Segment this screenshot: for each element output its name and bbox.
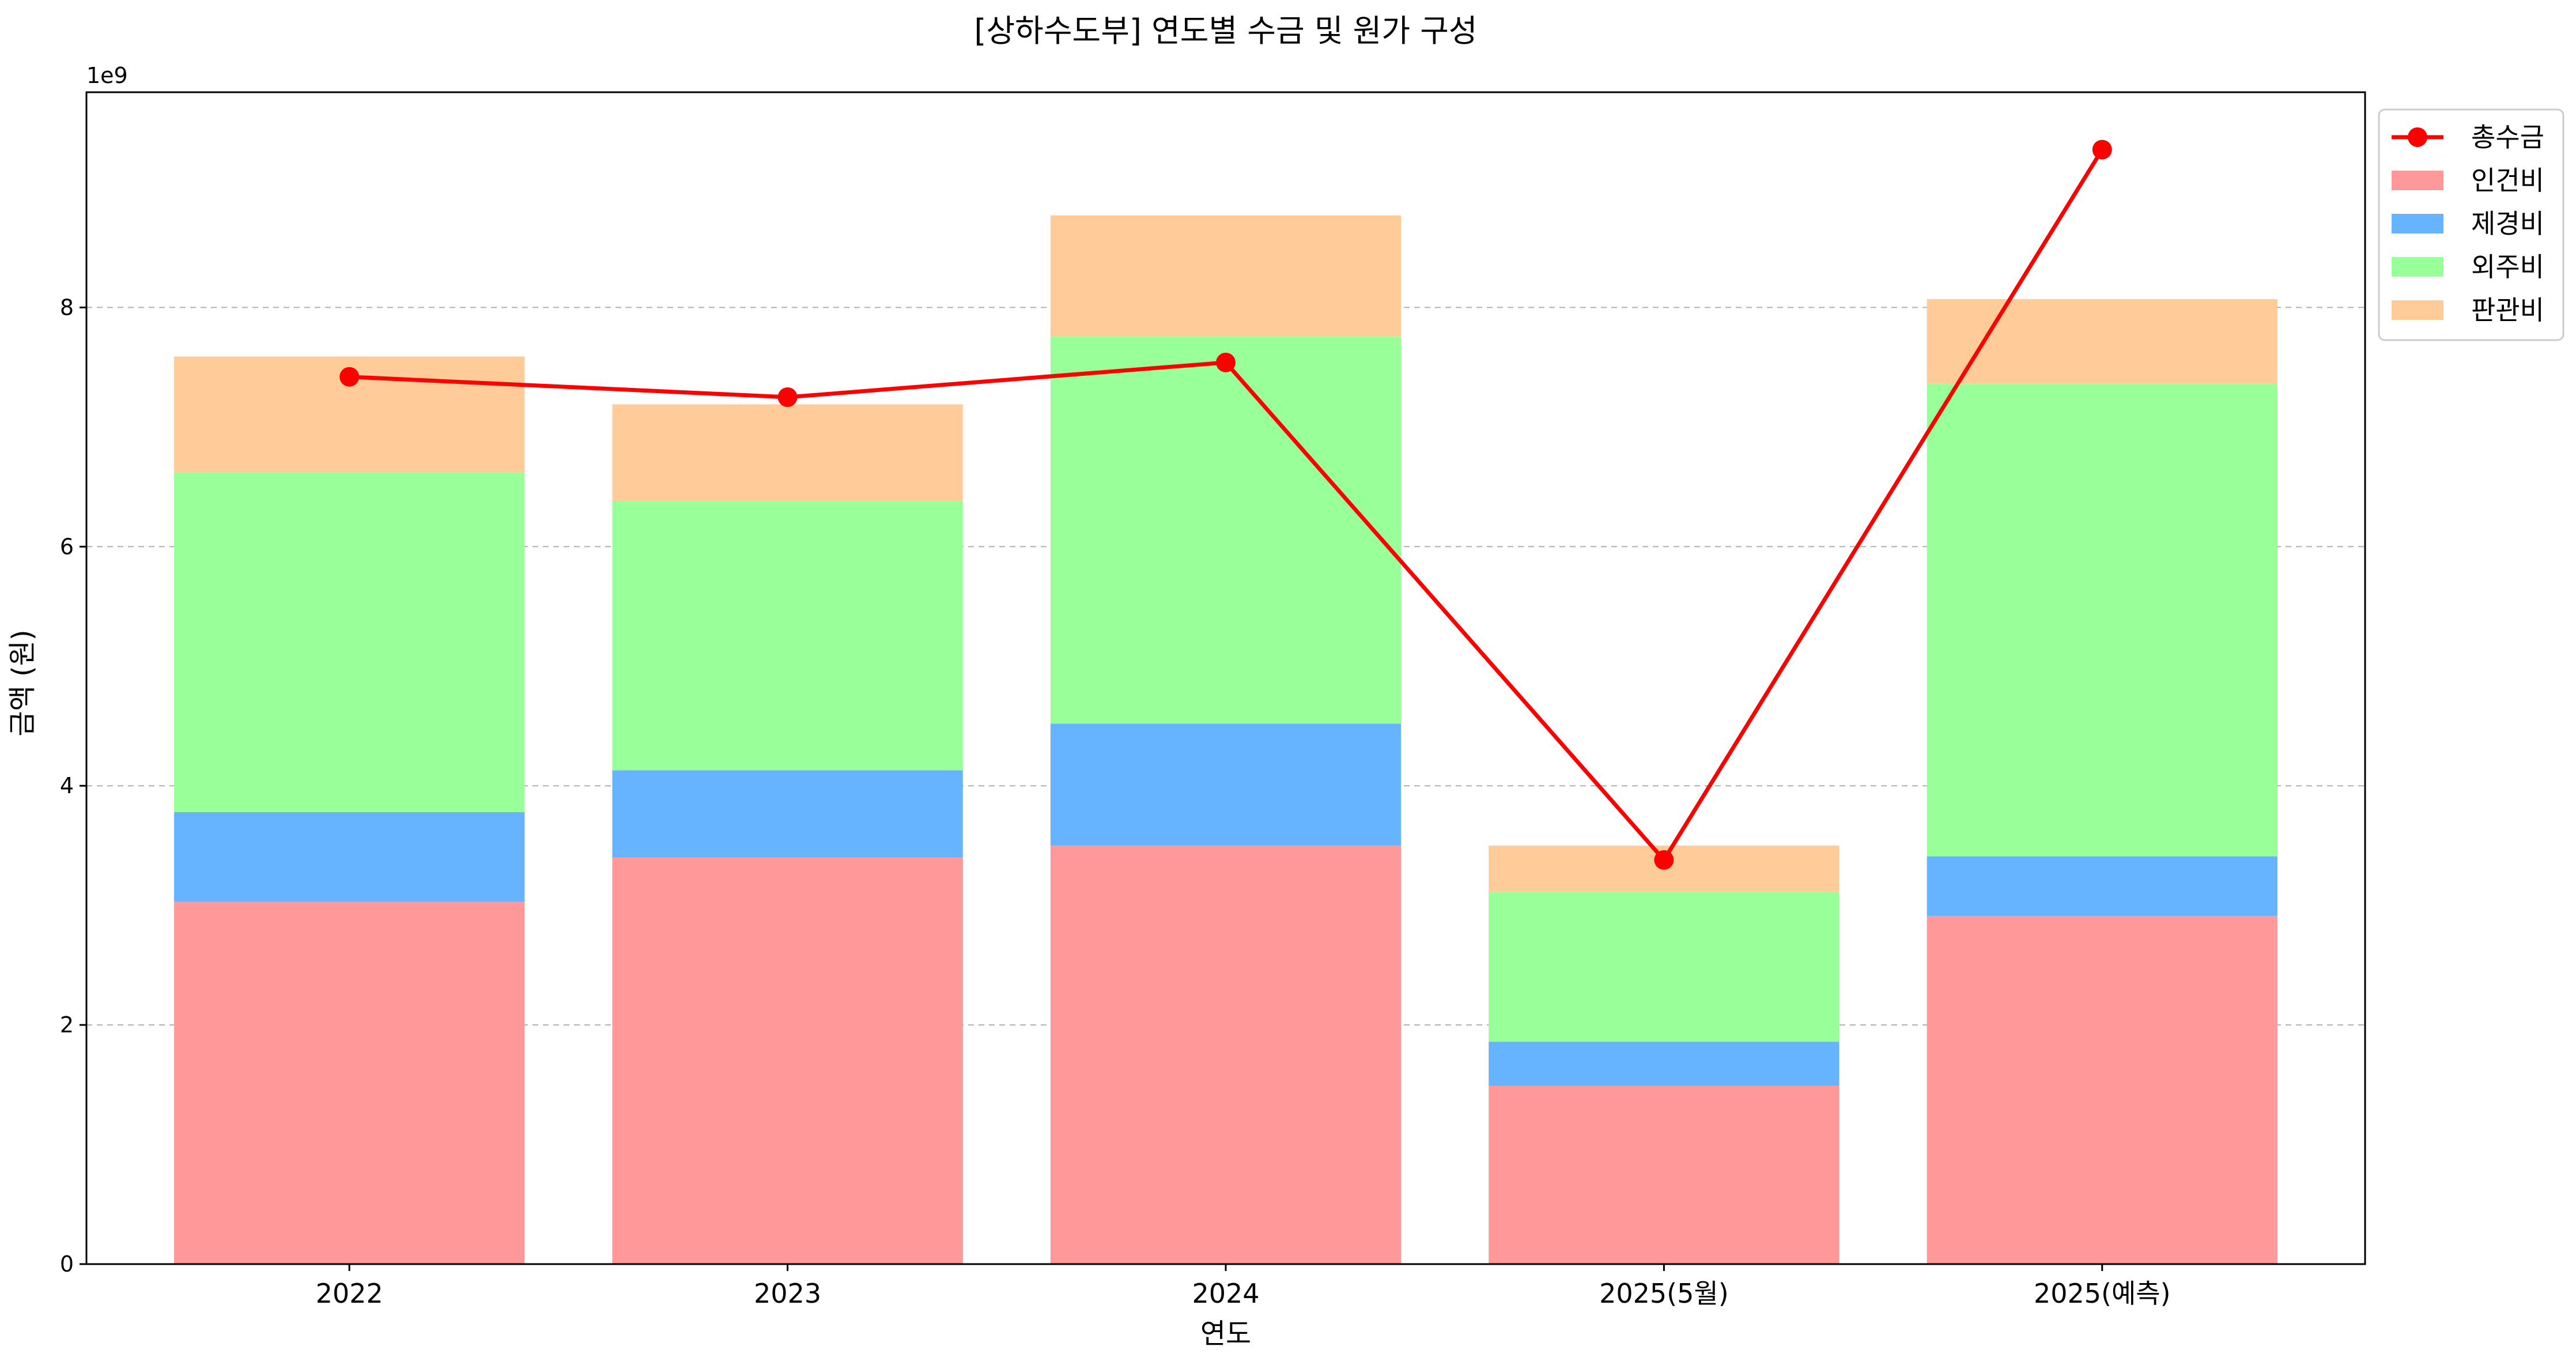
- bar-외주비: [612, 501, 963, 771]
- legend-line-marker: [2408, 127, 2427, 147]
- total-collection-line: [339, 139, 2112, 870]
- y-tick-label: 4: [60, 773, 74, 798]
- legend-label: 제경비: [2471, 208, 2544, 239]
- bar-제경비: [612, 770, 963, 858]
- x-tick-label: 2025(예측): [2034, 1278, 2171, 1309]
- bar-판관비: [612, 404, 963, 501]
- x-tick-label: 2023: [754, 1278, 821, 1309]
- legend-swatch: [2392, 171, 2443, 190]
- bar-제경비: [1927, 856, 2277, 917]
- legend-label: 판관비: [2471, 295, 2544, 326]
- x-axis-label: 연도: [1200, 1318, 1251, 1350]
- bar-제경비: [1489, 1042, 1840, 1086]
- legend-label: 인건비: [2471, 165, 2544, 196]
- y-tick-label: 2: [60, 1012, 74, 1038]
- legend-swatch: [2392, 300, 2443, 320]
- x-tick-label: 2025(5월): [1599, 1278, 1729, 1309]
- line-point: [777, 387, 798, 407]
- y-tick-label: 0: [60, 1251, 74, 1277]
- bar-외주비: [174, 472, 525, 812]
- bar-제경비: [174, 812, 525, 902]
- y-tick-label: 8: [60, 295, 74, 320]
- legend-label: 외주비: [2471, 251, 2544, 282]
- stacked-bars: [174, 215, 2277, 1264]
- line-point: [339, 367, 360, 387]
- line-point: [2092, 139, 2112, 160]
- line-point: [1654, 850, 1674, 870]
- chart-title: [상하수도부] 연도별 수금 및 원가 구성: [974, 13, 1477, 49]
- bar-인건비: [612, 857, 963, 1264]
- bar-외주비: [1050, 336, 1402, 724]
- y-ticks: 0 2 4 6 8: [60, 295, 86, 1277]
- bar-외주비: [1489, 892, 1840, 1042]
- bar-판관비: [1050, 215, 1402, 337]
- y-offset-label: 1e9: [86, 63, 128, 88]
- legend-label: 총수금: [2471, 122, 2544, 153]
- bar-인건비: [174, 902, 525, 1264]
- x-tick-label: 2024: [1192, 1278, 1259, 1309]
- y-axis-label: 금액 (원): [6, 629, 39, 736]
- line-point: [1216, 352, 1236, 372]
- x-ticks: 2022 2023 2024 2025(5월) 2025(예측): [316, 1264, 2171, 1309]
- x-tick-label: 2022: [316, 1278, 383, 1309]
- y-tick-label: 6: [60, 534, 74, 559]
- legend-box: [2378, 108, 2564, 341]
- bar-외주비: [1927, 384, 2277, 857]
- bar-판관비: [1927, 299, 2277, 384]
- bar-인건비: [1927, 916, 2277, 1264]
- bar-인건비: [1050, 845, 1402, 1264]
- legend-swatch: [2392, 214, 2443, 233]
- bar-제경비: [1050, 723, 1402, 846]
- legend-swatch: [2392, 257, 2443, 277]
- bar-인건비: [1489, 1085, 1840, 1264]
